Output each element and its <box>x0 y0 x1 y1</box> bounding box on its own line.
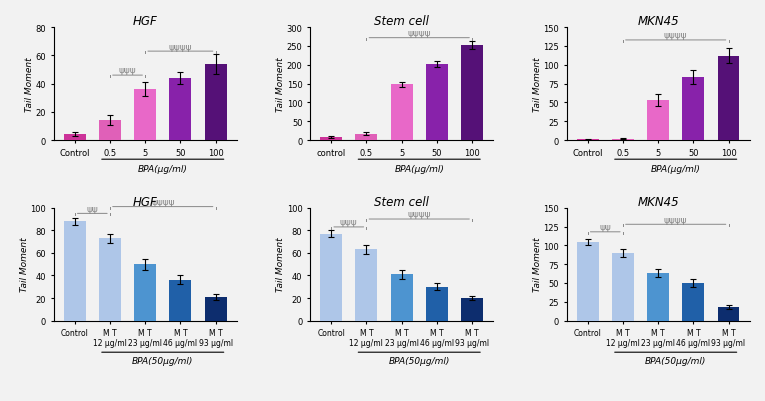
Bar <box>577 242 598 321</box>
Bar <box>612 139 633 141</box>
Text: ψψψ: ψψψ <box>340 218 357 227</box>
Bar <box>647 101 669 141</box>
Y-axis label: Tail Moment: Tail Moment <box>532 237 542 292</box>
Text: ψψψψ: ψψψψ <box>168 43 192 51</box>
Text: ψψ: ψψ <box>600 223 611 232</box>
Bar <box>682 283 705 321</box>
Bar <box>170 79 191 141</box>
Bar <box>391 85 412 141</box>
Bar <box>134 265 156 321</box>
Bar <box>718 307 740 321</box>
Bar <box>426 65 448 141</box>
Text: BPA(50μg/ml): BPA(50μg/ml) <box>645 356 706 365</box>
Bar <box>356 250 377 321</box>
Bar <box>612 253 633 321</box>
Bar <box>356 134 377 141</box>
Y-axis label: Tail Moment: Tail Moment <box>25 57 34 111</box>
Bar <box>205 65 226 141</box>
Bar <box>461 298 483 321</box>
Title: HGF: HGF <box>133 15 158 28</box>
Bar <box>426 287 448 321</box>
Title: HGF: HGF <box>133 195 158 208</box>
Title: Stem cell: Stem cell <box>374 195 429 208</box>
Bar <box>63 222 86 321</box>
Text: ψψψψ: ψψψψ <box>664 215 688 224</box>
Text: BPA(μg/ml): BPA(μg/ml) <box>394 164 444 173</box>
Text: ψψψψ: ψψψψ <box>408 210 431 219</box>
Text: BPA(50μg/ml): BPA(50μg/ml) <box>132 356 194 365</box>
Text: BPA(μg/ml): BPA(μg/ml) <box>138 164 187 173</box>
Title: MKN45: MKN45 <box>637 195 679 208</box>
Bar <box>205 297 226 321</box>
Bar <box>99 121 121 141</box>
Bar <box>63 135 86 141</box>
Y-axis label: Tail Moment: Tail Moment <box>276 237 285 292</box>
Bar <box>391 275 412 321</box>
Bar <box>718 57 740 141</box>
Y-axis label: Tail Moment: Tail Moment <box>276 57 285 111</box>
Bar <box>577 140 598 141</box>
Bar <box>170 280 191 321</box>
Bar <box>134 90 156 141</box>
Title: Stem cell: Stem cell <box>374 15 429 28</box>
Text: ψψψψ: ψψψψ <box>664 31 688 40</box>
Y-axis label: Tail Moment: Tail Moment <box>20 237 29 292</box>
Bar <box>99 239 121 321</box>
Bar <box>321 138 342 141</box>
Bar <box>647 273 669 321</box>
Text: ψψψψ: ψψψψ <box>408 29 431 38</box>
Text: ψψ: ψψ <box>86 204 98 213</box>
Text: ψψψψ: ψψψψ <box>151 198 174 207</box>
Title: MKN45: MKN45 <box>637 15 679 28</box>
Bar <box>682 78 705 141</box>
Text: ψψψ: ψψψ <box>119 66 136 75</box>
Text: BPA(μg/ml): BPA(μg/ml) <box>651 164 701 173</box>
Y-axis label: Tail Moment: Tail Moment <box>532 57 542 111</box>
Bar <box>321 234 342 321</box>
Text: BPA(50μg/ml): BPA(50μg/ml) <box>389 356 450 365</box>
Bar <box>461 46 483 141</box>
